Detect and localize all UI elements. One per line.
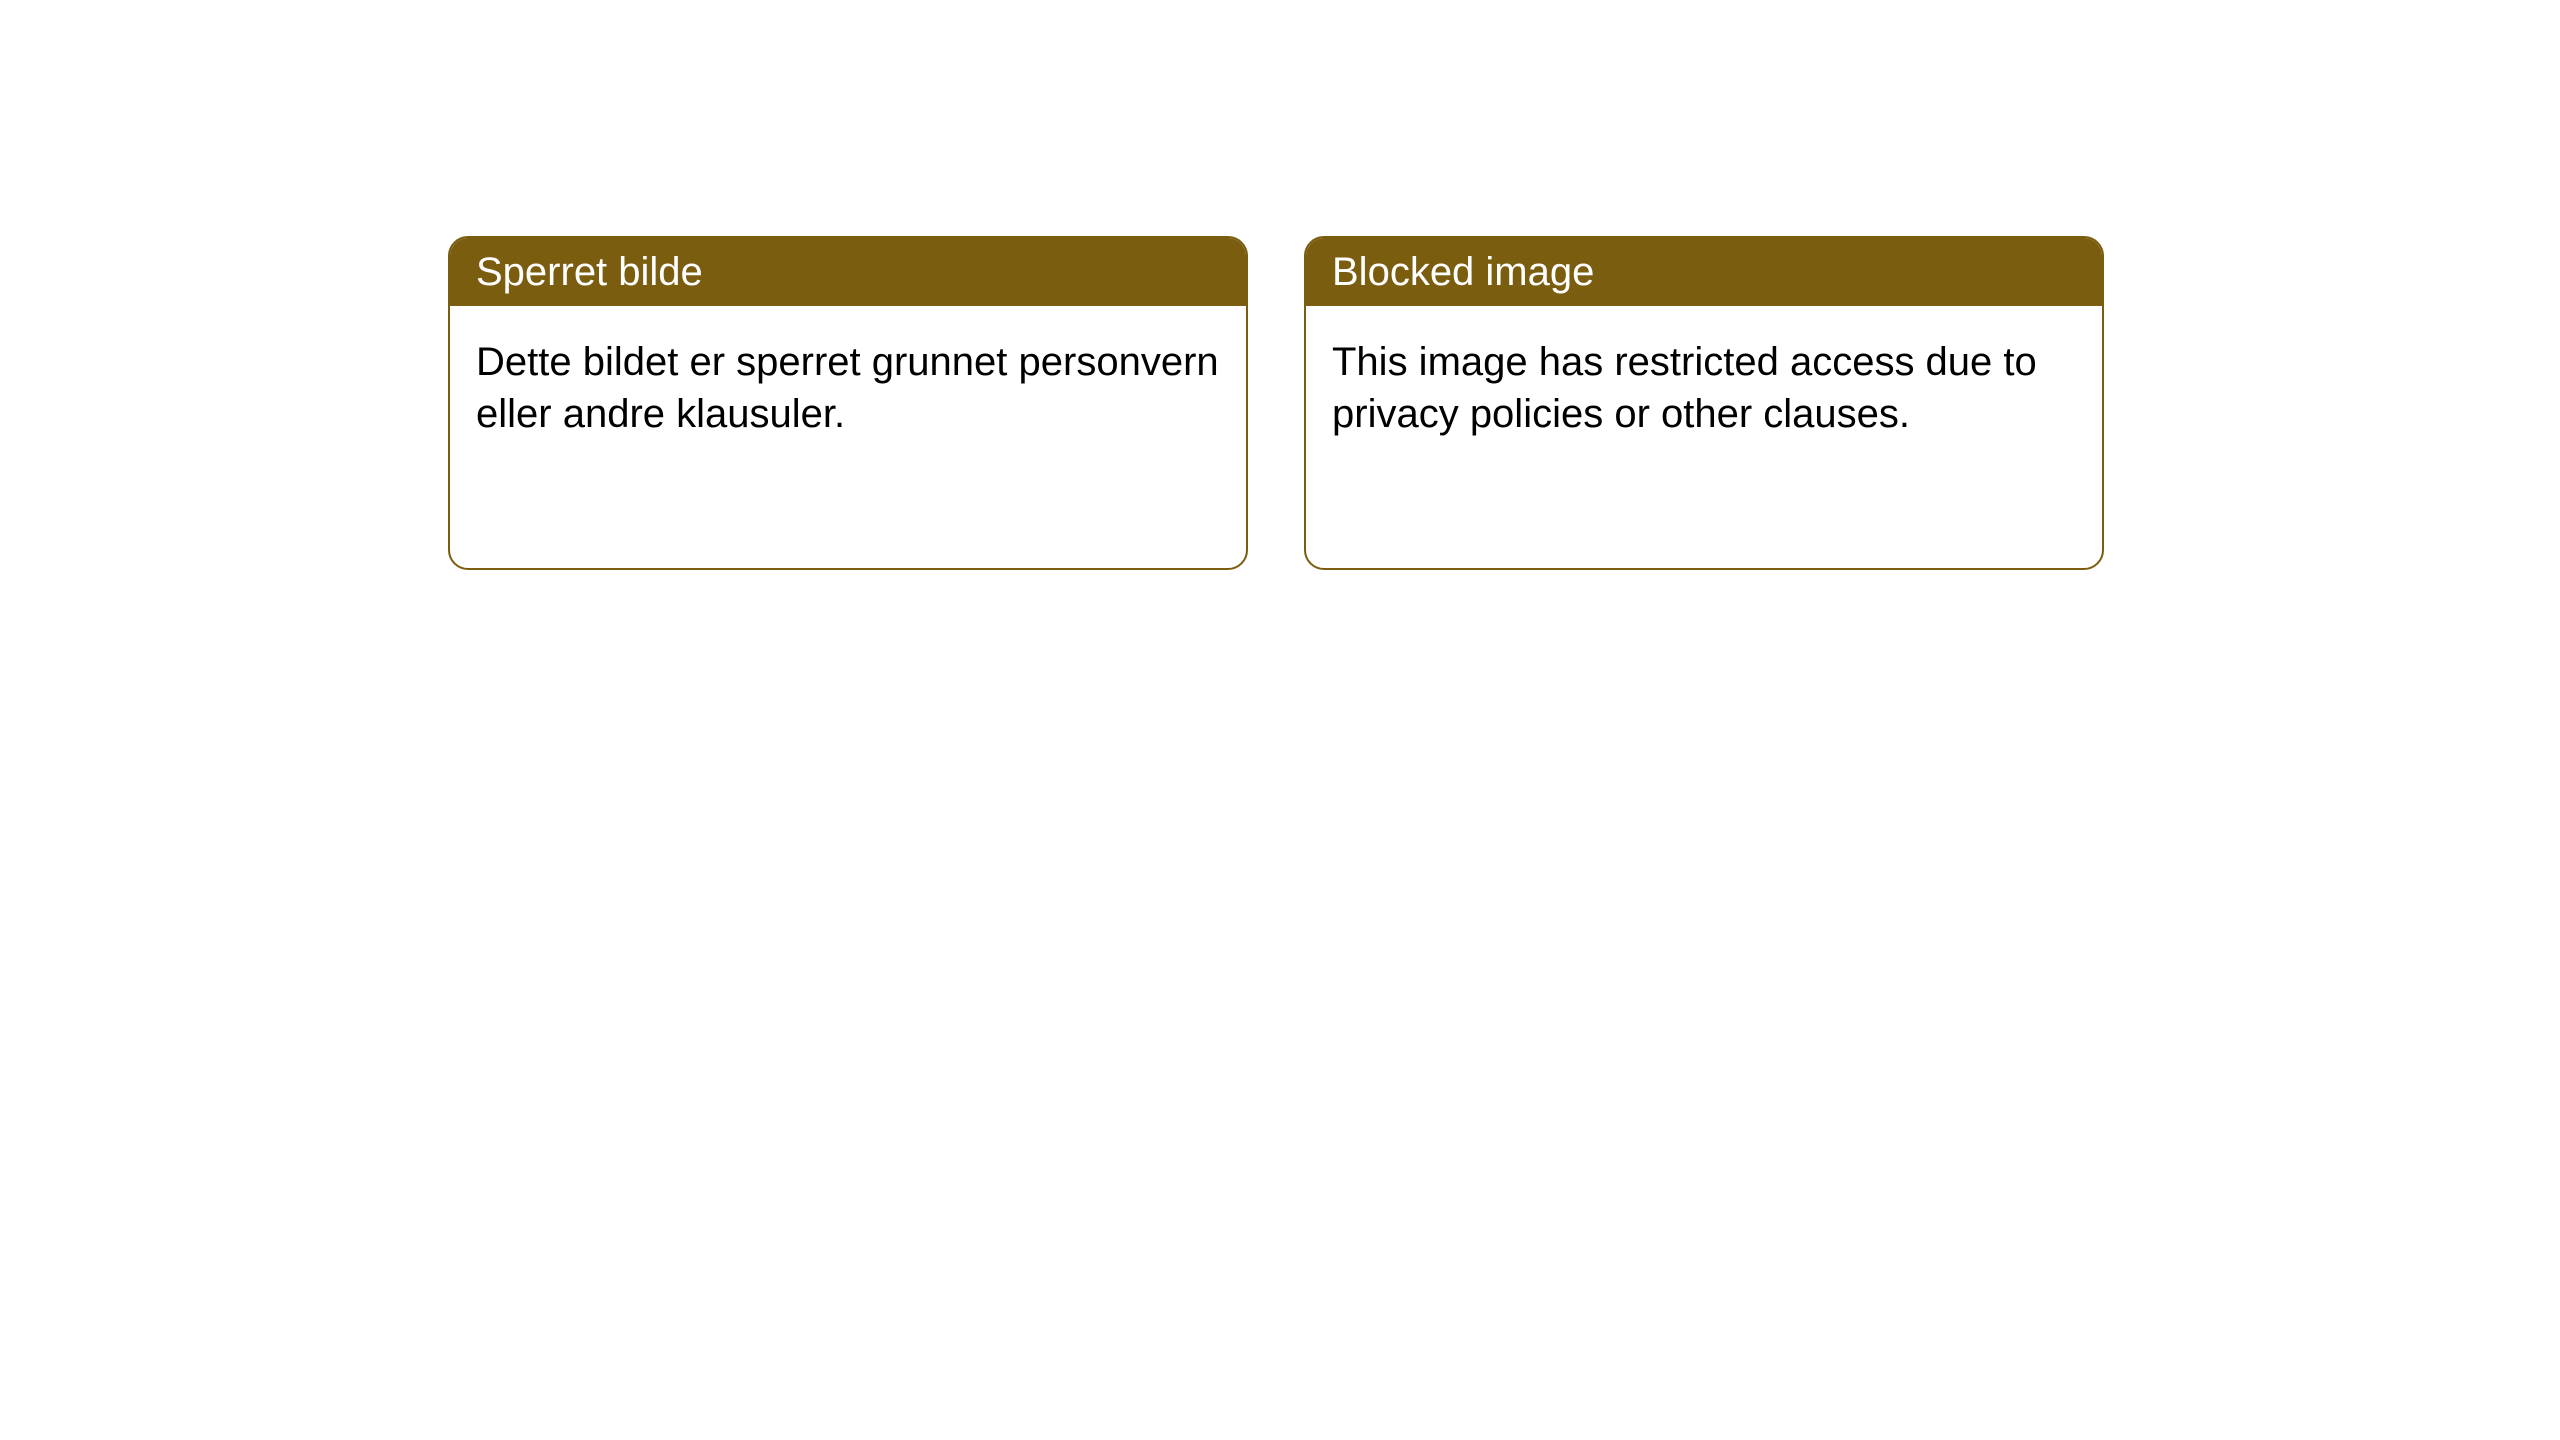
notice-card-body: This image has restricted access due to … xyxy=(1306,306,2102,470)
notice-card-body: Dette bildet er sperret grunnet personve… xyxy=(450,306,1246,470)
notice-card-title: Sperret bilde xyxy=(450,238,1246,306)
notice-card-norwegian: Sperret bilde Dette bildet er sperret gr… xyxy=(448,236,1248,570)
notice-card-english: Blocked image This image has restricted … xyxy=(1304,236,2104,570)
notice-card-title: Blocked image xyxy=(1306,238,2102,306)
notice-cards-container: Sperret bilde Dette bildet er sperret gr… xyxy=(448,236,2104,570)
